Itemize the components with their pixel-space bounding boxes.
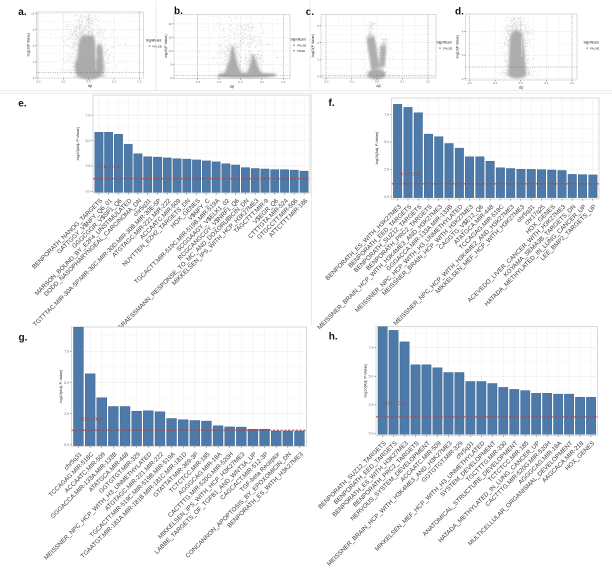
svg-text:6: 6 [33,44,35,48]
svg-text:0.1: 0.1 [400,80,404,84]
svg-text:h.: h. [329,332,338,343]
svg-text:0: 0 [462,77,464,81]
svg-text:0.0: 0.0 [86,190,91,194]
svg-text:12: 12 [31,12,35,16]
svg-text:5: 5 [170,63,172,67]
svg-text:15: 15 [169,36,173,40]
svg-text:Significant: Significant [291,38,306,42]
svg-text:Significant: Significant [437,41,452,45]
svg-text:0: 0 [33,76,35,80]
svg-text:FALSE: FALSE [443,46,452,50]
svg-text:4: 4 [317,41,319,45]
svg-text:FDR = 0.05: FDR = 0.05 [383,400,407,405]
svg-text:Δβ: Δβ [519,86,523,90]
svg-text:FDR = 0.05: FDR = 0.05 [98,164,122,169]
svg-text:-log10(Adj. P-Value): -log10(Adj. P-Value) [364,363,368,398]
svg-text:6: 6 [317,24,319,28]
svg-text:FALSE: FALSE [297,43,306,47]
svg-text:-0.1: -0.1 [61,80,66,84]
svg-text:7.5: 7.5 [369,346,374,350]
svg-text:Δβ: Δβ [88,84,92,88]
svg-text:5.0: 5.0 [369,374,374,378]
svg-text:0.0: 0.0 [519,81,523,85]
svg-text:b.: b. [174,6,183,17]
svg-text:f.: f. [329,98,335,109]
svg-text:-log10(P Value): -log10(P Value) [164,35,168,59]
svg-text:5.0: 5.0 [384,140,389,144]
svg-text:9: 9 [33,28,35,32]
svg-text:e.: e. [18,99,27,110]
svg-text:-log10(Adj. P-Value): -log10(Adj. P-Value) [76,126,80,161]
svg-text:-0.2: -0.2 [324,80,329,84]
svg-text:7.5: 7.5 [64,350,69,354]
svg-text:-log10(P Value): -log10(P Value) [456,35,460,59]
svg-text:FALSE: FALSE [153,44,162,48]
svg-text:5.0: 5.0 [86,139,91,143]
svg-text:0.0: 0.0 [369,432,374,436]
svg-text:FDR = 0.05: FDR = 0.05 [80,417,104,422]
svg-text:FDR = 0.05: FDR = 0.05 [397,171,421,176]
svg-text:10: 10 [169,49,173,53]
svg-text:0.0: 0.0 [87,80,91,84]
svg-text:0: 0 [317,75,319,79]
svg-text:0.0: 0.0 [384,195,389,199]
svg-text:0.2: 0.2 [570,81,574,85]
svg-text:2: 2 [317,58,319,62]
svg-text:-0.2: -0.2 [36,80,41,84]
svg-text:5.0: 5.0 [64,381,69,385]
svg-text:0: 0 [170,76,172,80]
svg-text:2.5: 2.5 [384,168,389,172]
svg-text:0.0: 0.0 [238,80,242,84]
svg-text:Significant: Significant [146,39,161,43]
svg-text:TRUE: TRUE [297,49,305,53]
svg-text:20: 20 [169,22,173,26]
svg-text:-0.1: -0.1 [217,80,222,84]
svg-text:g.: g. [19,333,28,344]
svg-text:0.0: 0.0 [64,443,69,447]
svg-text:-0.2: -0.2 [467,81,472,85]
svg-text:0.1: 0.1 [544,81,548,85]
svg-text:0.1: 0.1 [260,80,264,84]
svg-text:-0.2: -0.2 [195,80,200,84]
svg-text:0.1: 0.1 [112,80,116,84]
svg-text:0.0: 0.0 [375,80,379,84]
svg-text:2.5: 2.5 [64,412,69,416]
svg-text:2.5: 2.5 [369,403,374,407]
svg-text:Δβ: Δβ [376,84,380,88]
svg-text:Significant: Significant [584,41,599,45]
svg-text:0.2: 0.2 [137,80,141,84]
svg-text:0.2: 0.2 [426,80,430,84]
svg-text:4: 4 [462,30,464,34]
svg-text:-log10(Adj. P-Value): -log10(Adj. P-Value) [59,369,63,404]
svg-text:FALSE: FALSE [590,46,599,50]
svg-text:7.5: 7.5 [384,113,389,117]
svg-text:-0.1: -0.1 [493,81,498,85]
svg-text:-log10(P Value): -log10(P Value) [311,34,315,58]
svg-text:-0.1: -0.1 [349,80,354,84]
svg-text:Δβ: Δβ [230,85,234,89]
svg-text:-log10(P Value): -log10(P Value) [27,33,31,57]
svg-text:-log10(Adj. P-Value): -log10(Adj. P-Value) [375,131,379,166]
svg-text:2.5: 2.5 [86,164,91,168]
svg-text:a.: a. [18,7,27,18]
svg-text:d.: d. [455,7,464,18]
svg-text:0.2: 0.2 [281,80,285,84]
svg-text:2: 2 [462,53,464,57]
svg-text:7.5: 7.5 [86,113,91,117]
svg-text:3: 3 [33,60,35,64]
